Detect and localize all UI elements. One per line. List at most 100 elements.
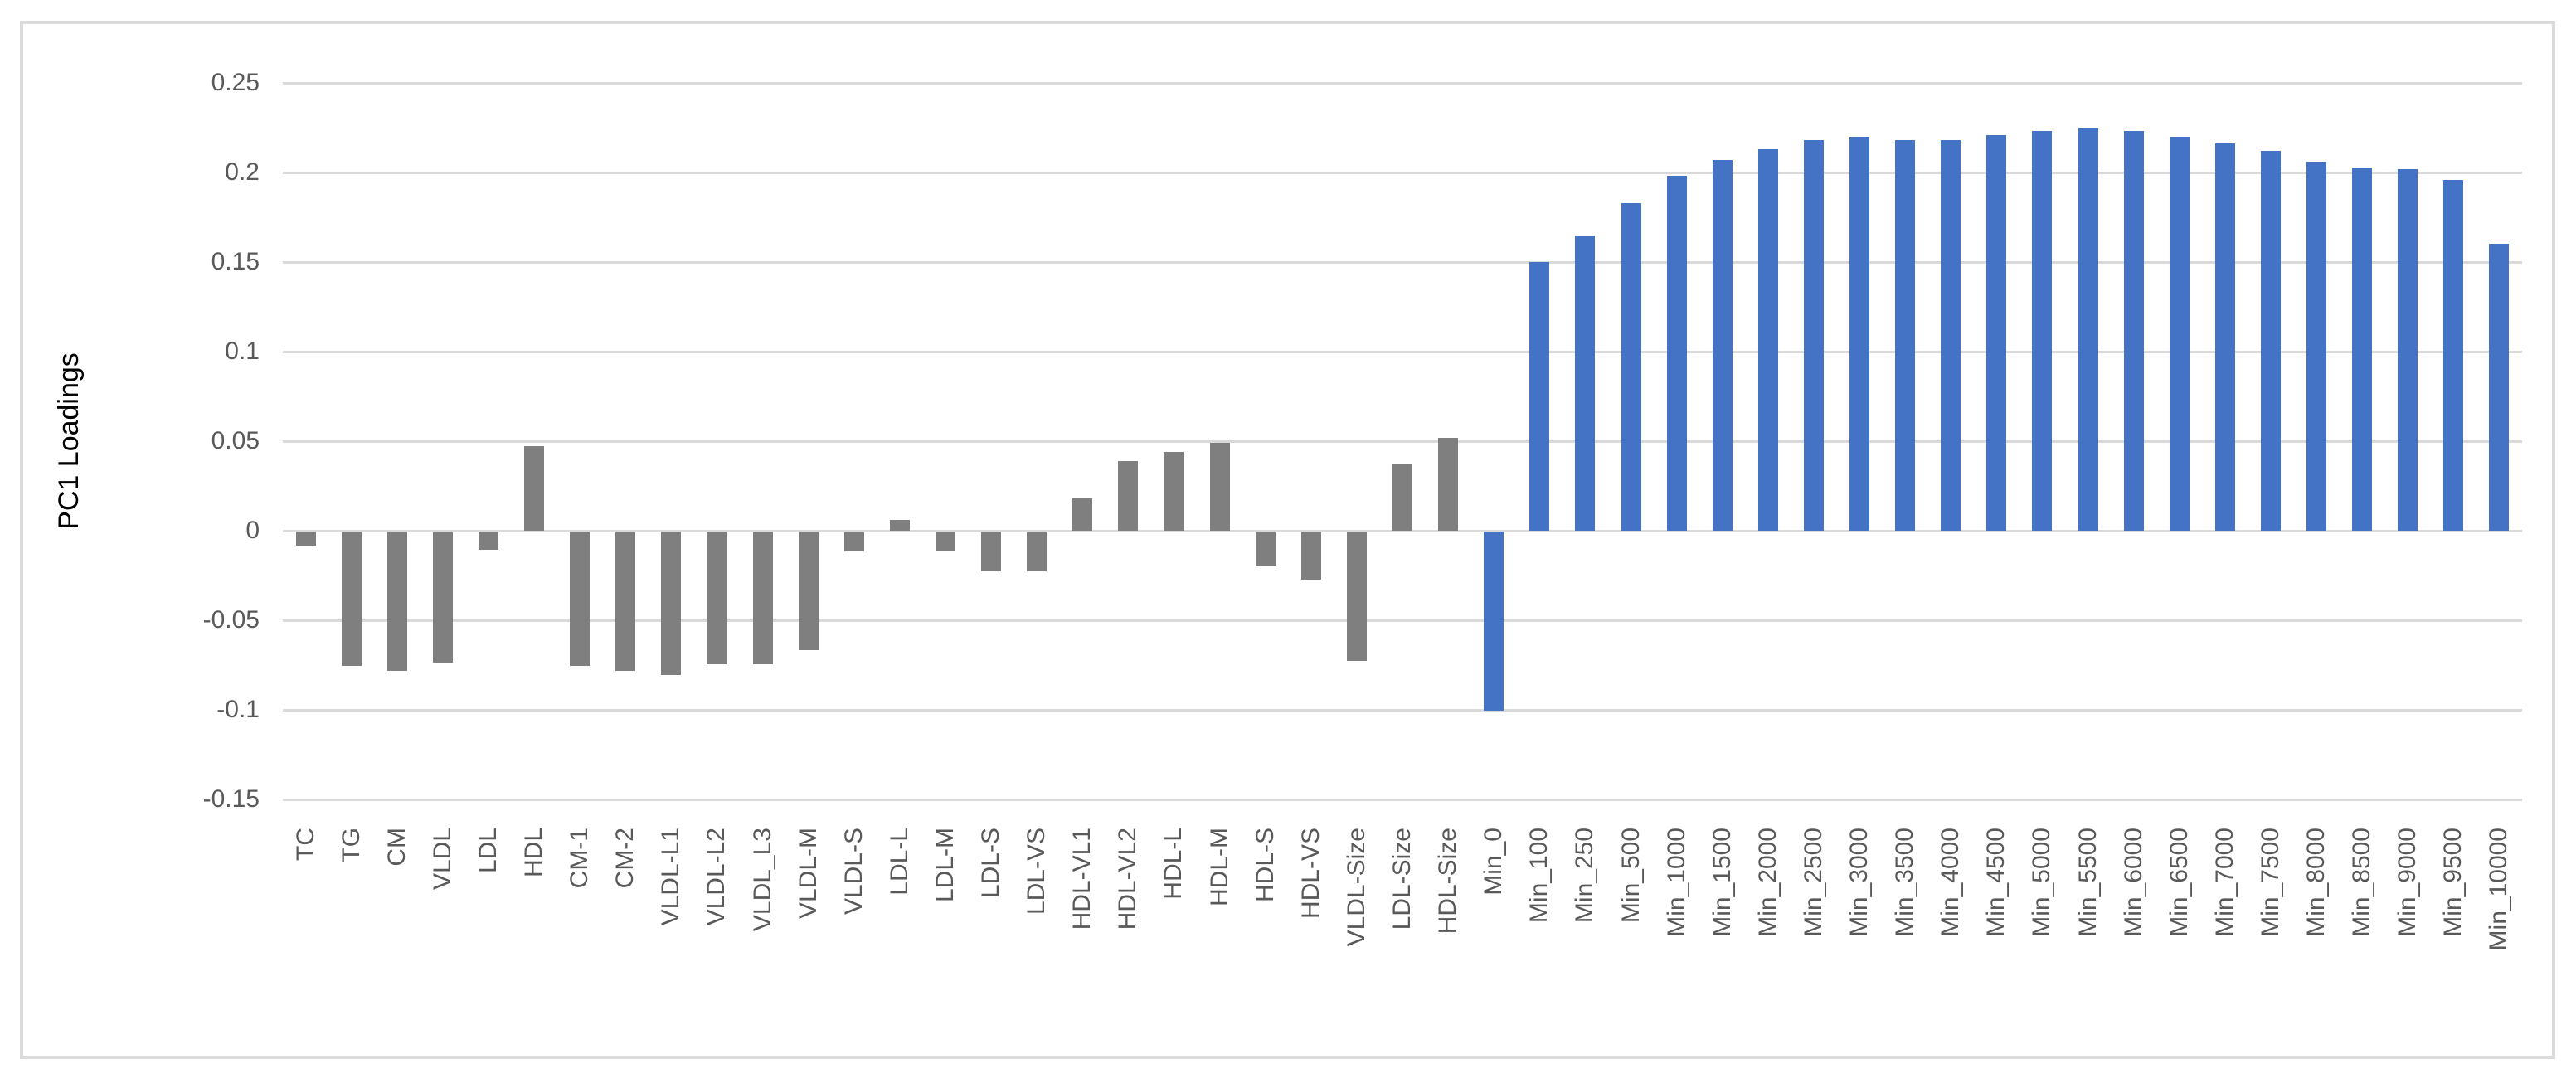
bar-Min_8500	[2352, 167, 2373, 531]
x-label-Min_10000: Min_10000	[2485, 828, 2513, 951]
bar-Min_4000	[1941, 140, 1961, 531]
bar-Min_0	[1484, 532, 1504, 711]
y-tick-label: 0.05	[211, 427, 260, 454]
bar-Min_2000	[1757, 148, 1778, 531]
x-label-Min_8500: Min_8500	[2348, 828, 2376, 937]
x-label-LDL: LDL	[474, 828, 502, 874]
bar-LDL-Size	[1392, 464, 1412, 531]
gridline-0.15	[283, 261, 2522, 264]
bar-HDL-VL1	[1072, 498, 1093, 531]
bar-Min_4500	[1986, 134, 2007, 531]
bar-HDL-Size	[1438, 437, 1459, 531]
bar-Min_100	[1529, 262, 1550, 531]
x-label-VLDL-L2: VLDL-L2	[702, 828, 731, 926]
x-label-VLDL-L1: VLDL-L1	[657, 828, 685, 926]
x-label-Min_0: Min_0	[1480, 828, 1508, 896]
y-tick-label: -0.05	[202, 606, 260, 634]
bar-HDL-S	[1255, 532, 1276, 566]
x-label-Min_2000: Min_2000	[1753, 828, 1781, 937]
bar-HDL-L	[1164, 451, 1184, 531]
bar-VLDL-L2	[707, 532, 727, 664]
y-tick-label: 0.1	[225, 338, 260, 365]
bar-Min_3000	[1849, 136, 1870, 531]
x-label-Min_6500: Min_6500	[2165, 828, 2193, 937]
x-label-HDL-Size: HDL-Size	[1434, 828, 1462, 935]
x-label-VLDL-Size: VLDL-Size	[1342, 828, 1370, 947]
y-tick-label: -0.1	[216, 696, 260, 723]
bar-VLDL-Size	[1346, 532, 1367, 661]
x-label-HDL-VL1: HDL-VL1	[1068, 828, 1096, 930]
x-label-VLDL_L3: VLDL_L3	[748, 828, 776, 932]
bar-HDL	[524, 446, 545, 531]
bar-Min_9500	[2443, 179, 2464, 531]
bar-LDL-VS	[1027, 532, 1047, 571]
x-label-TG: TG	[337, 828, 365, 862]
x-label-LDL-VS: LDL-VS	[1023, 828, 1051, 916]
chart-border	[20, 21, 2555, 1059]
x-label-VLDL-S: VLDL-S	[839, 828, 868, 916]
x-label-HDL: HDL	[520, 828, 548, 878]
x-label-Min_1500: Min_1500	[1708, 828, 1736, 937]
bar-VLDL-M	[798, 532, 819, 650]
x-label-VLDL: VLDL	[428, 828, 456, 891]
y-tick-label: 0.2	[225, 158, 260, 186]
x-label-Min_100: Min_100	[1525, 828, 1553, 924]
x-label-Min_4000: Min_4000	[1937, 828, 1965, 937]
x-label-HDL-VS: HDL-VS	[1296, 828, 1324, 920]
bar-Min_500	[1621, 202, 1641, 531]
bar-HDL-VS	[1300, 532, 1321, 580]
bar-Min_8000	[2306, 162, 2327, 531]
x-label-HDL-S: HDL-S	[1251, 828, 1279, 903]
x-label-Min_4500: Min_4500	[1982, 828, 2010, 937]
gridline--0.05	[283, 619, 2522, 622]
x-label-HDL-VL2: HDL-VL2	[1114, 828, 1142, 930]
gridline-0.25	[283, 82, 2522, 85]
x-label-Min_500: Min_500	[1616, 828, 1645, 924]
bar-Min_5500	[2078, 128, 2098, 531]
x-label-CM-2: CM-2	[611, 828, 639, 889]
bar-Min_250	[1575, 235, 1596, 531]
x-label-Min_1000: Min_1000	[1662, 828, 1690, 937]
x-label-Min_7500: Min_7500	[2256, 828, 2284, 937]
x-label-Min_3500: Min_3500	[1891, 828, 1919, 937]
x-label-VLDL-M: VLDL-M	[794, 828, 822, 920]
x-label-Min_5500: Min_5500	[2073, 828, 2102, 937]
bar-Min_10000	[2489, 244, 2510, 531]
gridline-0.2	[283, 172, 2522, 174]
bar-VLDL-S	[843, 532, 864, 551]
bar-TC	[295, 532, 316, 546]
bar-Min_5000	[2032, 131, 2053, 531]
x-label-Min_2500: Min_2500	[1799, 828, 1827, 937]
x-label-CM-1: CM-1	[566, 828, 594, 889]
bar-VLDL	[432, 532, 453, 663]
x-label-LDL-S: LDL-S	[977, 828, 1005, 899]
y-tick-label: -0.15	[202, 785, 260, 813]
y-tick-label: 0.25	[211, 69, 260, 96]
x-label-TC: TC	[291, 828, 319, 861]
bar-CM-2	[615, 532, 636, 672]
x-label-LDL-Size: LDL-Size	[1388, 828, 1416, 930]
x-label-HDL-L: HDL-L	[1159, 828, 1188, 900]
bar-Min_7000	[2214, 143, 2235, 531]
bar-Min_7500	[2260, 151, 2281, 531]
gridline-0.05	[283, 440, 2522, 443]
bar-VLDL_L3	[752, 532, 773, 664]
y-tick-label: 0	[245, 517, 260, 544]
bar-CM	[386, 532, 407, 672]
bar-HDL-M	[1209, 443, 1230, 531]
bar-LDL-M	[935, 532, 955, 551]
bar-Min_1000	[1666, 176, 1687, 531]
x-label-Min_8000: Min_8000	[2302, 828, 2331, 937]
bar-LDL	[478, 532, 498, 550]
bar-LDL-S	[981, 532, 1002, 571]
x-label-CM: CM	[382, 828, 411, 867]
x-label-Min_9500: Min_9500	[2439, 828, 2467, 937]
bar-Min_1500	[1712, 159, 1733, 531]
bar-Min_6000	[2123, 131, 2144, 531]
x-label-Min_250: Min_250	[1571, 828, 1599, 924]
x-label-Min_9000: Min_9000	[2394, 828, 2422, 937]
x-label-Min_6000: Min_6000	[2119, 828, 2147, 937]
bar-Min_6500	[2169, 136, 2190, 531]
bar-TG	[341, 532, 362, 666]
